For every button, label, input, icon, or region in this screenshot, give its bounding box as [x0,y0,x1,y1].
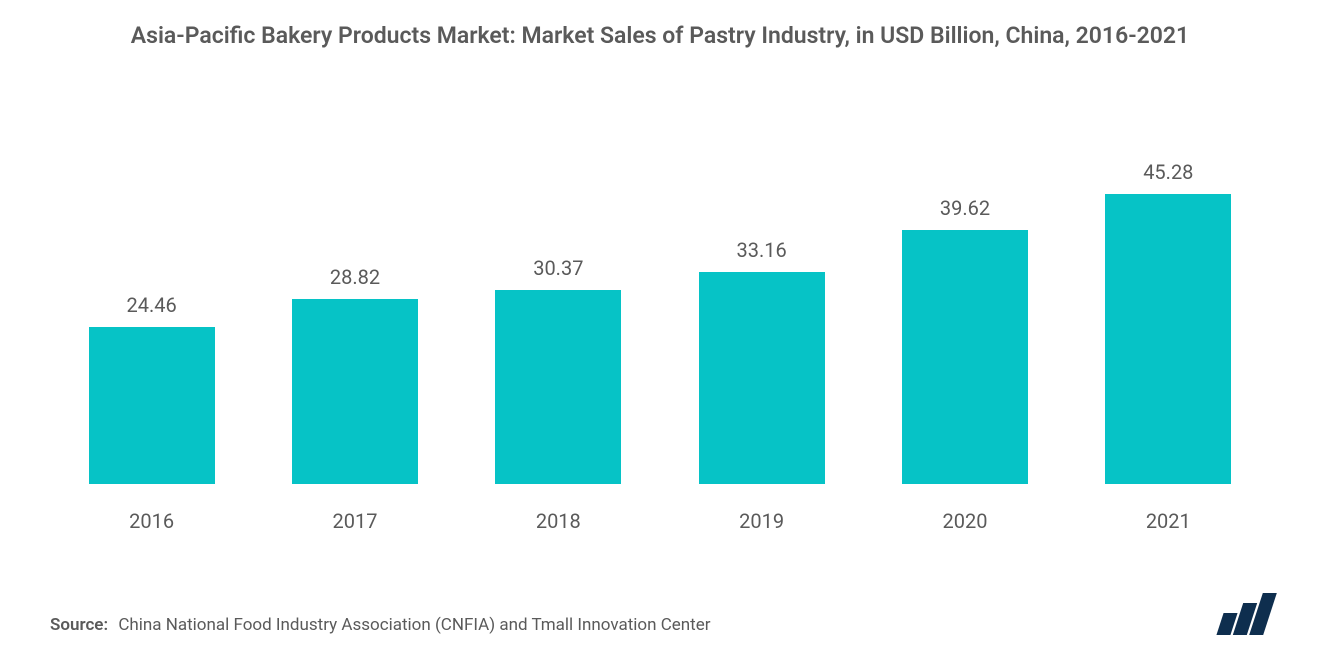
bar-value-label: 28.82 [330,265,380,289]
bar [699,272,825,484]
x-axis-tick: 2021 [1067,509,1270,533]
bar-group: 45.28 [1067,160,1270,484]
bar-value-label: 30.37 [533,256,583,280]
chart-footer: Source: China National Food Industry Ass… [40,593,1280,635]
bar [89,327,215,484]
bar-value-label: 33.16 [737,238,787,262]
bar [1105,194,1231,484]
bar [495,290,621,485]
chart-title: Asia-Pacific Bakery Products Market: Mar… [40,20,1280,51]
bar-value-label: 24.46 [127,293,177,317]
bar-group: 30.37 [457,256,660,485]
brand-logo [1220,593,1270,635]
plot-area: 24.46 28.82 30.37 33.16 39.62 45.28 [40,91,1280,484]
bar [902,230,1028,484]
x-axis-tick: 2016 [50,509,253,533]
x-axis-tick: 2017 [253,509,456,533]
x-axis: 201620172018201920202021 [40,494,1280,533]
bar-group: 33.16 [660,238,863,484]
source-citation: Source: China National Food Industry Ass… [50,615,711,635]
x-axis-tick: 2020 [863,509,1066,533]
source-text: China National Food Industry Association… [118,615,710,635]
bar-group: 28.82 [253,265,456,484]
x-axis-tick: 2018 [457,509,660,533]
bar-value-label: 45.28 [1143,160,1193,184]
bar-value-label: 39.62 [940,196,990,220]
bar-group: 39.62 [863,196,1066,484]
x-axis-tick: 2019 [660,509,863,533]
chart-container: Asia-Pacific Bakery Products Market: Mar… [0,0,1320,665]
bar-group: 24.46 [50,293,253,484]
bar [292,299,418,484]
source-label: Source: [50,615,108,635]
